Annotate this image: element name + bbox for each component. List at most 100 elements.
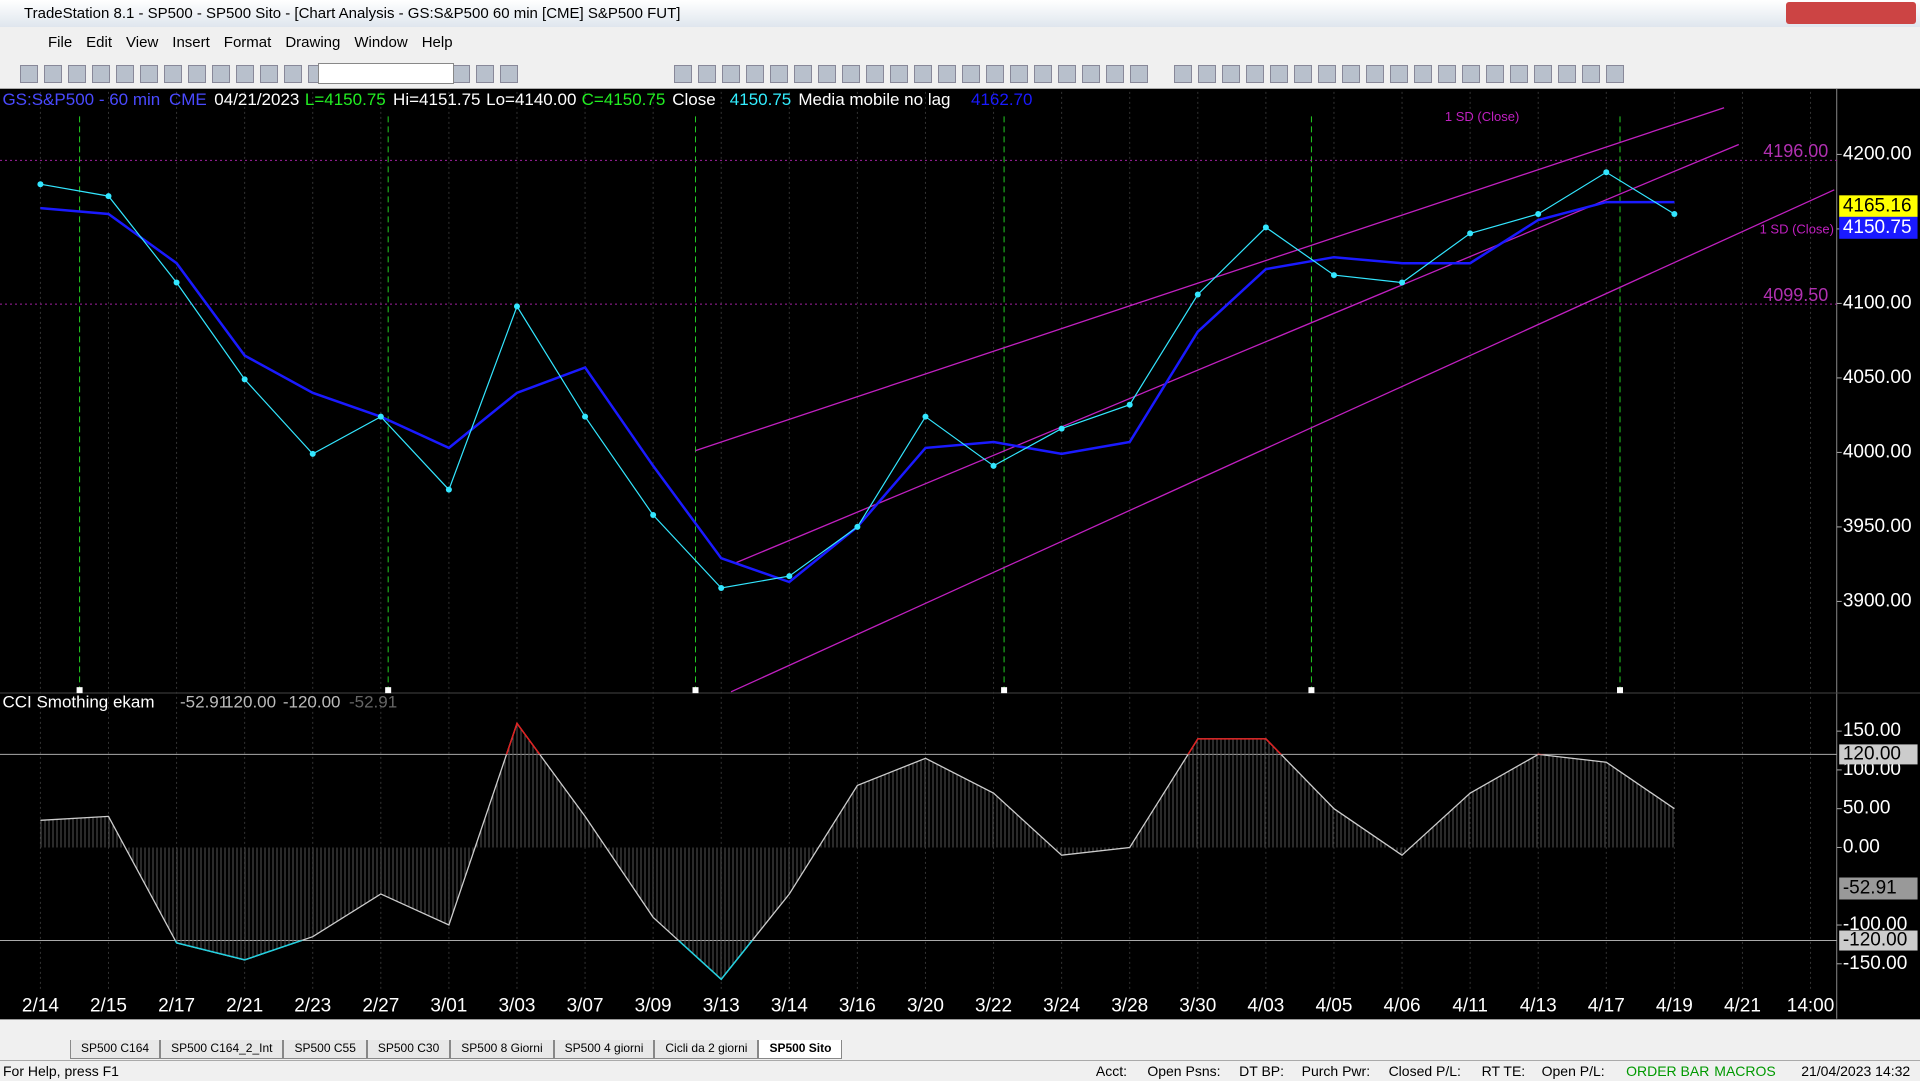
x-tick-label: 3/01	[430, 996, 467, 1017]
toolbar-button[interactable]	[842, 65, 860, 83]
price-point	[377, 413, 384, 420]
toolbar-button[interactable]	[1510, 65, 1528, 83]
toolbar-button[interactable]	[1246, 65, 1264, 83]
toolbar-button[interactable]	[674, 65, 692, 83]
level-label: 120.00	[1843, 743, 1901, 764]
toolbar-button[interactable]	[890, 65, 908, 83]
toolbar-button[interactable]	[698, 65, 716, 83]
toolbar-button[interactable]	[746, 65, 764, 83]
status-field: Closed P/L:	[1388, 1063, 1461, 1079]
menu-item[interactable]: Edit	[86, 34, 113, 51]
toolbar-button[interactable]	[500, 65, 518, 83]
toolbar-button[interactable]	[1130, 65, 1148, 83]
toolbar-button[interactable]	[1414, 65, 1432, 83]
level-label: 4196.00	[1763, 141, 1828, 161]
tab[interactable]: SP500 C55	[283, 1040, 367, 1059]
x-tick-label: 3/14	[771, 996, 808, 1017]
toolbar-button[interactable]	[1582, 65, 1600, 83]
toolbar-button[interactable]	[1174, 65, 1192, 83]
toolbar-button[interactable]	[116, 65, 134, 83]
toolbar-button[interactable]	[212, 65, 230, 83]
toolbar-button[interactable]	[1294, 65, 1312, 83]
toolbar-button[interactable]	[1106, 65, 1124, 83]
toolbar-button[interactable]	[1534, 65, 1552, 83]
toolbar-button[interactable]	[476, 65, 494, 83]
menu-item[interactable]: File	[48, 34, 73, 51]
toolbar-button[interactable]	[260, 65, 278, 83]
x-tick-label: 14:00	[1787, 996, 1835, 1017]
x-tick-label: 4/17	[1588, 996, 1625, 1017]
window-controls[interactable]	[1786, 2, 1916, 24]
tab[interactable]: SP500 C30	[366, 1040, 451, 1059]
session-marker-dot	[692, 687, 699, 694]
toolbar-button[interactable]	[866, 65, 884, 83]
toolbar-button[interactable]	[1462, 65, 1480, 83]
price-label-box	[1839, 195, 1918, 218]
price-point	[718, 585, 725, 592]
toolbar-button[interactable]	[44, 65, 62, 83]
x-tick-label: 2/17	[158, 996, 195, 1017]
menu-item[interactable]: Drawing	[285, 34, 341, 51]
toolbar-button[interactable]	[68, 65, 86, 83]
menu-item[interactable]: Insert	[172, 34, 210, 51]
y-tick-label: -100.00	[1843, 914, 1907, 935]
tab[interactable]: SP500 Sito	[758, 1040, 843, 1059]
tab[interactable]: SP500 C164_2_Int	[160, 1040, 284, 1059]
toolbar-button[interactable]	[20, 65, 38, 83]
menu-item[interactable]: Window	[354, 34, 408, 51]
y-tick-label: 4100.00	[1843, 292, 1912, 313]
tab[interactable]: SP500 4 giorni	[553, 1040, 655, 1059]
scrollbar[interactable]	[0, 1019, 1920, 1040]
toolbar-button[interactable]	[722, 65, 740, 83]
price-point	[1194, 291, 1201, 298]
toolbar-button[interactable]	[1342, 65, 1360, 83]
toolbar-button[interactable]	[1366, 65, 1384, 83]
tab[interactable]: Cicli da 2 giorni	[654, 1040, 759, 1059]
toolbar-button[interactable]	[1222, 65, 1240, 83]
toolbar-button[interactable]	[140, 65, 158, 83]
toolbar-button[interactable]	[92, 65, 110, 83]
toolbar-button[interactable]	[962, 65, 980, 83]
toolbar-button[interactable]	[1486, 65, 1504, 83]
channel-line	[730, 189, 1835, 693]
indicator-header: -52.91	[349, 692, 397, 711]
x-tick-label: 2/27	[362, 996, 399, 1017]
toolbar-button[interactable]	[1058, 65, 1076, 83]
tab[interactable]: SP500 C164	[70, 1040, 161, 1059]
toolbar-button[interactable]	[1606, 65, 1624, 83]
toolbar-button[interactable]	[986, 65, 1004, 83]
toolbar-button[interactable]	[1034, 65, 1052, 83]
menu-item[interactable]: View	[126, 34, 159, 51]
toolbar-button[interactable]	[794, 65, 812, 83]
last-value-label: -52.91	[1843, 878, 1897, 899]
toolbar-button[interactable]	[164, 65, 182, 83]
toolbar-button[interactable]	[284, 65, 302, 83]
channel-line	[734, 143, 1740, 564]
menu-item[interactable]: Format	[223, 34, 272, 51]
toolbar-button[interactable]	[914, 65, 932, 83]
status-field: DT BP:	[1239, 1063, 1285, 1079]
x-tick-label: 4/11	[1452, 996, 1488, 1017]
toolbar-button[interactable]	[452, 65, 470, 83]
header-item: Media mobile no lag	[798, 90, 950, 109]
price-point	[1330, 272, 1337, 279]
toolbar-button[interactable]	[818, 65, 836, 83]
toolbar-button[interactable]	[188, 65, 206, 83]
x-tick-label: 4/21	[1724, 996, 1761, 1017]
toolbar-button[interactable]	[236, 65, 254, 83]
toolbar-button[interactable]	[1438, 65, 1456, 83]
toolbar-button[interactable]	[1318, 65, 1336, 83]
menu-item[interactable]: Help	[421, 34, 453, 51]
toolbar-button[interactable]	[1270, 65, 1288, 83]
toolbar-button[interactable]	[770, 65, 788, 83]
x-tick-label: 2/23	[294, 996, 331, 1017]
toolbar-button[interactable]	[1558, 65, 1576, 83]
toolbar-button[interactable]	[1082, 65, 1100, 83]
toolbar-button[interactable]	[938, 65, 956, 83]
toolbar-button[interactable]	[1390, 65, 1408, 83]
toolbar-button[interactable]	[1010, 65, 1028, 83]
tab[interactable]: SP500 8 Giorni	[450, 1040, 554, 1059]
toolbar-button[interactable]	[1198, 65, 1216, 83]
symbol-combo[interactable]	[318, 63, 454, 84]
